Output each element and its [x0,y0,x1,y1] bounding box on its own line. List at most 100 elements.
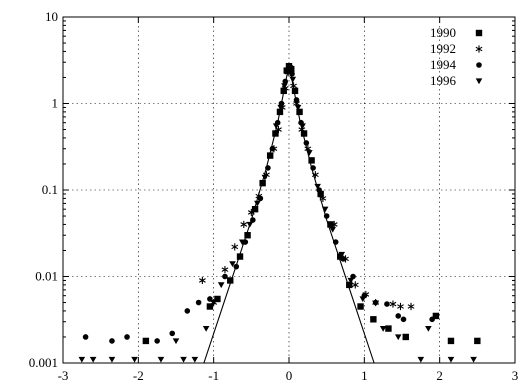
data-point-1990 [296,108,303,116]
data-point-1990 [272,130,279,137]
data-point-1996 [210,299,217,306]
data-point-1990 [370,316,377,323]
data-point-1996 [417,356,425,363]
data-point-1994 [340,256,347,262]
data-point-1994 [269,145,276,152]
fit-line [203,64,375,364]
y-tick-label: 0.01 [35,269,58,284]
data-point-1990 [142,337,150,345]
data-point-1994 [310,165,316,171]
data-point-1990 [280,87,287,95]
data-point-1994 [169,330,176,337]
data-point-1996 [281,83,288,90]
data-point-1996 [157,356,165,363]
legend-label-1990: 1990 [430,25,456,40]
data-point-1994 [184,308,191,314]
data-point-1994 [429,316,435,323]
data-point-1996 [246,221,254,228]
data-point-1990 [206,303,214,310]
legend-marker-1996 [475,78,483,85]
legend-marker-1994 [476,62,482,68]
data-point-1996 [78,356,86,363]
data-point-1996 [229,261,236,268]
data-point-1990 [357,303,364,310]
y-tick-label: 0.001 [29,355,58,370]
data-point-1990 [251,205,259,213]
data-point-1992 [389,300,397,308]
x-tick-label: 1 [361,368,368,383]
data-point-1994 [265,165,271,171]
data-point-1996 [89,356,97,363]
data-point-1996 [329,226,336,233]
data-point-1990 [214,295,221,303]
data-point-1996 [131,356,138,363]
data-point-1994 [233,263,240,270]
data-point-1990 [236,253,244,260]
data-point-1994 [109,338,115,344]
data-point-1990 [308,157,315,164]
legend-label-1994: 1994 [430,57,457,72]
x-tick-label: -1 [208,368,219,383]
data-point-1994 [222,273,228,280]
data-point-1996 [254,200,261,207]
data-point-1996 [338,251,346,258]
data-point-1990 [346,281,353,289]
data-point-1994 [400,316,407,323]
data-point-1994 [195,299,202,306]
legend-marker-1990 [475,29,483,37]
series-1996 [78,65,477,363]
data-point-1996 [347,277,355,284]
x-tick-label: -3 [58,368,69,383]
data-point-1994 [282,78,289,85]
data-point-1996 [266,152,274,159]
fit-curve [203,64,375,364]
data-point-1996 [277,104,285,111]
data-point-1992 [330,220,338,229]
y-tick-label: 1 [52,96,59,111]
data-point-1990 [259,179,266,187]
x-tick-labels: -3 -2 -1 0 1 2 3 [58,368,519,383]
data-point-1992 [311,171,319,179]
plot-frame [62,16,516,364]
data-point-1996 [191,356,199,363]
data-point-1996 [202,325,210,332]
x-tick-label: 2 [436,368,443,383]
legend-label-1992: 1992 [430,41,456,56]
x-tick-label: 3 [512,368,519,383]
data-point-1994 [303,140,310,146]
data-point-1994 [384,301,390,307]
data-point-1994 [257,195,264,202]
data-points [78,62,481,363]
data-point-1996 [172,338,180,345]
y-tick-label: 10 [45,9,58,24]
data-point-1996 [261,174,269,181]
data-point-1992 [231,243,239,251]
data-point-1996 [394,334,402,341]
data-point-1996 [289,76,297,83]
legend-marker-1992 [475,45,483,53]
data-point-1992 [290,82,297,90]
data-point-1996 [286,65,294,71]
data-point-1990 [276,108,284,116]
data-point-1996 [294,104,302,111]
data-point-1992 [198,276,206,285]
data-point-1992 [351,281,359,289]
data-point-1996 [470,356,477,363]
data-point-1996 [108,356,116,363]
data-point-1990 [244,232,251,239]
data-point-1990 [432,312,440,320]
data-point-1992 [397,302,404,311]
x-tick-label: -2 [133,368,144,383]
data-point-1990 [317,190,324,198]
data-point-1994 [332,239,339,245]
data-point-1992 [407,302,415,311]
data-point-1994 [289,71,295,77]
y-tick-label: 0.1 [42,182,58,197]
data-point-1996 [238,239,246,246]
data-point-1990 [385,325,392,332]
data-point-1990 [447,337,455,345]
data-point-1994 [323,213,330,219]
y-tick-labels: 0.001 0.01 0.1 1 10 [29,9,58,370]
data-point-1996 [359,296,367,303]
